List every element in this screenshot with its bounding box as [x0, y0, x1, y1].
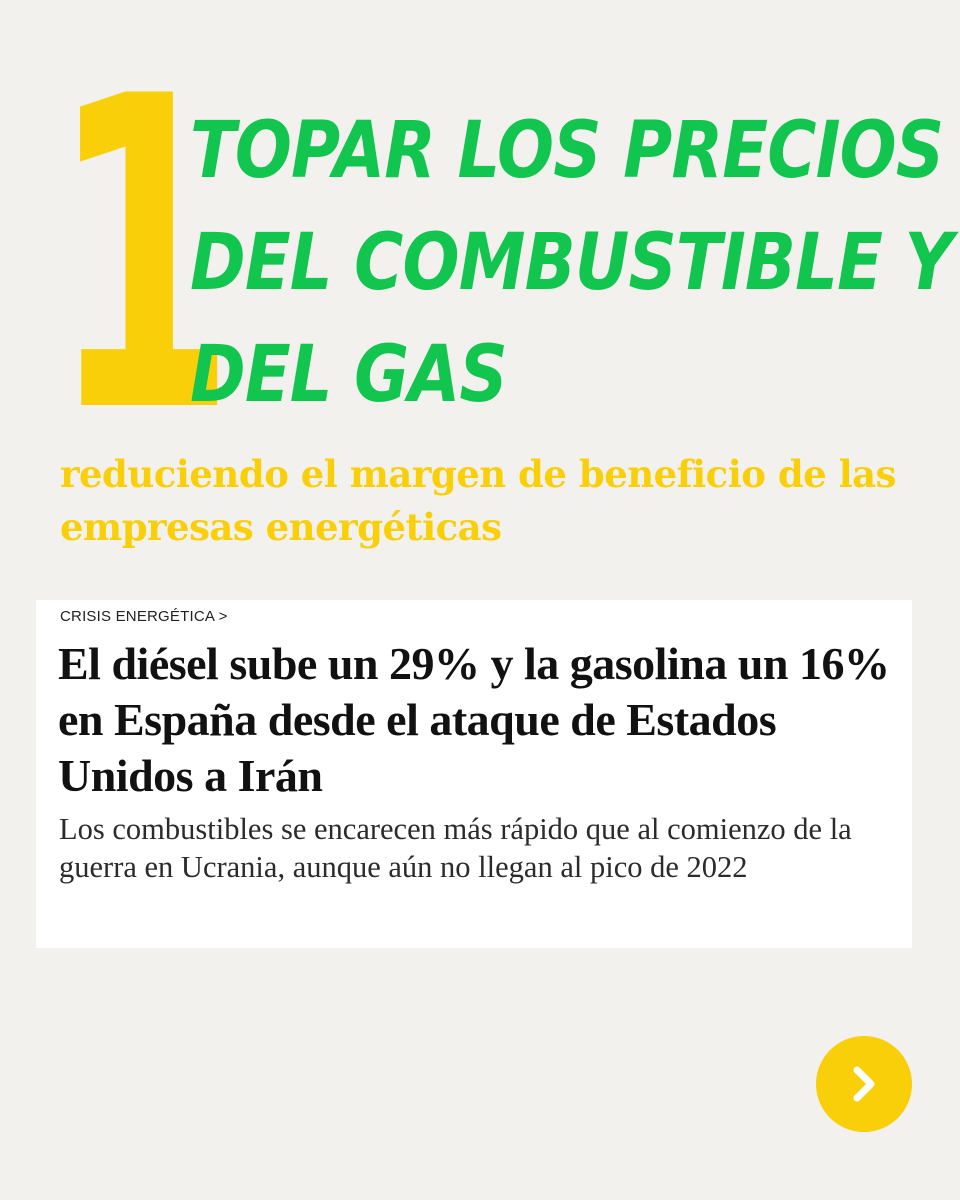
- article-card: CRISIS ENERGÉTICA > El diésel sube un 29…: [36, 600, 912, 948]
- article-subtitle: Los combustibles se encarecen más rápido…: [59, 812, 852, 884]
- subheadline: reduciendo el margen de beneficio de las…: [60, 452, 896, 549]
- article-category-link[interactable]: CRISIS ENERGÉTICA >: [60, 608, 228, 625]
- article-title: El diésel sube un 29% y la gasolina un 1…: [58, 638, 890, 801]
- step-number: 1: [50, 7, 236, 507]
- chevron-right-icon: [853, 1066, 875, 1102]
- headline: TOPAR LOS PRECIOS DEL COMBUSTIBLE Y DEL …: [190, 95, 953, 431]
- next-button[interactable]: [816, 1036, 912, 1132]
- headline-line: DEL COMBUSTIBLE Y: [190, 218, 953, 308]
- headline-line: TOPAR LOS PRECIOS: [190, 106, 944, 196]
- headline-line: DEL GAS: [190, 330, 508, 420]
